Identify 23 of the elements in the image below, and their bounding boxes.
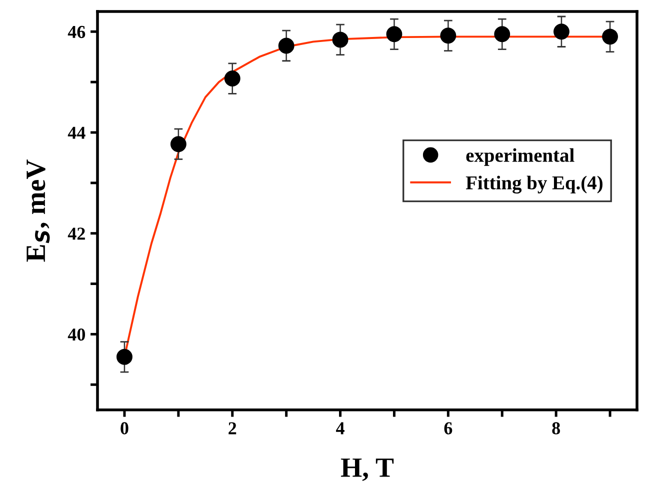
point <box>553 24 570 40</box>
y-tick-label: 42 <box>68 228 85 240</box>
x-tick-label: 6 <box>444 422 452 434</box>
x-tick-label: 8 <box>552 422 560 434</box>
point <box>224 70 240 87</box>
x-axis-title: H, T <box>340 458 394 482</box>
point <box>332 32 348 48</box>
point <box>278 38 294 54</box>
point <box>440 28 456 44</box>
x-tick-label: 4 <box>336 422 344 434</box>
legend-label: experimental <box>466 148 574 166</box>
legend-label: Fitting by Eq.(4) <box>466 176 602 194</box>
point <box>170 136 186 152</box>
x-tick-label: 0 <box>120 422 128 434</box>
point <box>602 28 618 45</box>
y-tick-label: 40 <box>68 328 86 341</box>
y-tick-label: 46 <box>68 26 86 38</box>
point <box>116 348 132 365</box>
point <box>494 26 510 42</box>
x-tick-label: 2 <box>228 422 236 434</box>
point <box>386 26 402 42</box>
y-axis-title: E$_{S}$, meV <box>26 160 50 262</box>
y-tick-label: 44 <box>68 126 86 139</box>
